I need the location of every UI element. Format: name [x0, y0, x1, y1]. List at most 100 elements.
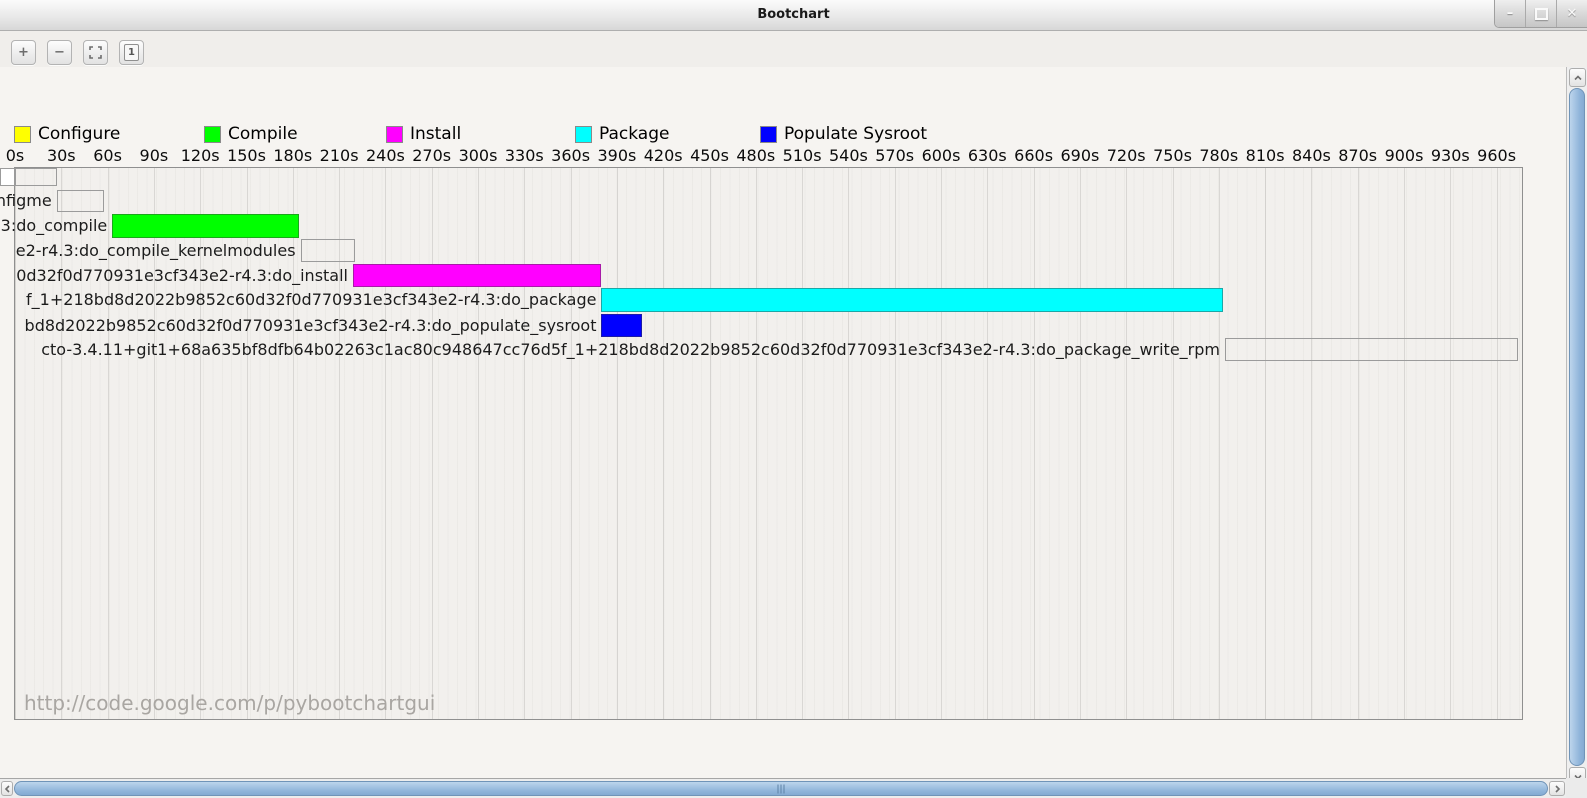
gridline [941, 168, 942, 719]
legend-label: Configure [38, 124, 121, 144]
toolbar: + − 1 [0, 31, 1587, 67]
legend-swatch-icon [386, 125, 403, 143]
gridline [1450, 168, 1452, 719]
axis-tick-label: 510s [782, 146, 822, 165]
legend-swatch-icon [575, 125, 592, 143]
gridline [987, 168, 989, 719]
chevron-right-icon [1554, 784, 1560, 793]
gridline [848, 168, 850, 719]
time-axis: 0s 30s 60s 90s 120s 150s 180s 210s 240s 270s 300s 3… [0, 146, 1566, 166]
horizontal-scroll-thumb[interactable] [14, 781, 1548, 796]
zoom-100-button[interactable]: 1 [119, 40, 144, 65]
chart-canvas[interactable]: Configure Compile Install Package Populate S… [0, 67, 1566, 778]
zoom-in-button[interactable]: + [11, 40, 36, 65]
gridline [339, 168, 341, 719]
gridline [1079, 168, 1081, 719]
axis-tick-label: 60s [93, 146, 122, 165]
scroll-right-button[interactable] [1549, 781, 1565, 796]
axis-tick-label: 300s [458, 146, 498, 165]
axis-tick-label: 360s [551, 146, 591, 165]
gridline [1357, 168, 1359, 719]
axis-tick-label: 870s [1338, 146, 1378, 165]
axis-tick-label: 810s [1245, 146, 1285, 165]
gridline [1404, 168, 1405, 719]
axis-tick-label: 450s [690, 146, 729, 165]
gridline [61, 168, 63, 719]
gridline [478, 168, 479, 719]
scroll-left-button[interactable] [1, 781, 13, 796]
axis-tick-label: 480s [736, 146, 776, 165]
minimize-icon: – [1506, 6, 1514, 21]
axis-tick-label: 690s [1060, 146, 1100, 165]
minimize-button[interactable]: – [1495, 0, 1525, 27]
axis-tick-label: 660s [1014, 146, 1054, 165]
axis-tick-label: 270s [412, 146, 452, 165]
legend-item: Configure [14, 124, 121, 144]
plot-area [14, 167, 1523, 720]
vertical-scroll-thumb[interactable] [1569, 88, 1585, 766]
zoom-in-icon: + [18, 45, 29, 60]
footer-url: http://code.google.com/p/pybootchartgui [24, 691, 436, 715]
axis-tick-label: 750s [1153, 146, 1192, 165]
gridline [894, 168, 896, 719]
gridline [1311, 168, 1313, 719]
gridline [1033, 168, 1035, 719]
gridline [1126, 168, 1128, 719]
legend-item: Package [575, 124, 669, 144]
axis-tick-label: 390s [597, 146, 637, 165]
axis-tick-label: 840s [1291, 146, 1331, 165]
zoom-out-icon: − [54, 45, 65, 60]
legend-swatch-icon [760, 125, 777, 143]
gridline [385, 168, 387, 719]
gridline [663, 168, 665, 719]
maximize-icon [1534, 7, 1548, 20]
scroll-up-button[interactable] [1569, 68, 1586, 87]
grip-icon [777, 784, 785, 793]
gridline [246, 168, 248, 719]
gridline [1172, 168, 1174, 719]
axis-tick-label: 210s [319, 146, 359, 165]
gridline [292, 168, 294, 719]
legend-item: Install [386, 124, 462, 144]
zoom-100-icon: 1 [124, 44, 139, 61]
axis-tick-label: 90s [139, 146, 169, 165]
legend-swatch-icon [14, 125, 31, 143]
zoom-out-button[interactable]: − [47, 40, 72, 65]
gridline [153, 168, 155, 719]
zoom-fit-button[interactable] [83, 40, 108, 65]
chevron-left-icon [4, 784, 10, 793]
axis-tick-label: 900s [1384, 146, 1424, 165]
window-titlebar: Bootchart – ✕ [0, 0, 1587, 31]
axis-tick-label: 600s [921, 146, 961, 165]
gridline [524, 168, 526, 719]
legend-label: Compile [228, 124, 298, 144]
gridline [15, 168, 16, 719]
axis-tick-label: 330s [504, 146, 544, 165]
axis-tick-label: 570s [875, 146, 915, 165]
chevron-up-icon [1573, 74, 1582, 80]
legend-item: Compile [204, 124, 298, 144]
horizontal-scrollbar[interactable] [0, 778, 1566, 798]
close-button[interactable]: ✕ [1556, 0, 1587, 27]
axis-tick-label: 150s [227, 146, 266, 165]
gridline [802, 168, 804, 719]
legend-label: Install [410, 124, 462, 144]
vertical-scrollbar[interactable] [1566, 67, 1587, 798]
axis-tick-label: 180s [273, 146, 313, 165]
axis-tick-label: 240s [365, 146, 405, 165]
axis-tick-label: 630s [967, 146, 1007, 165]
axis-tick-label: 0s [5, 146, 25, 165]
legend-label: Populate Sysroot [784, 124, 928, 144]
gridline [709, 168, 711, 719]
gridline [200, 168, 202, 719]
gridline [107, 168, 109, 719]
legend-swatch-icon [204, 125, 221, 143]
zoom-fit-icon [89, 46, 102, 59]
maximize-button[interactable] [1525, 0, 1556, 27]
axis-tick-label: 720s [1106, 146, 1146, 165]
axis-tick-label: 930s [1430, 146, 1470, 165]
axis-tick-label: 420s [643, 146, 683, 165]
gridline [1265, 168, 1267, 719]
gridline [1496, 168, 1498, 719]
gridline [1218, 168, 1220, 719]
